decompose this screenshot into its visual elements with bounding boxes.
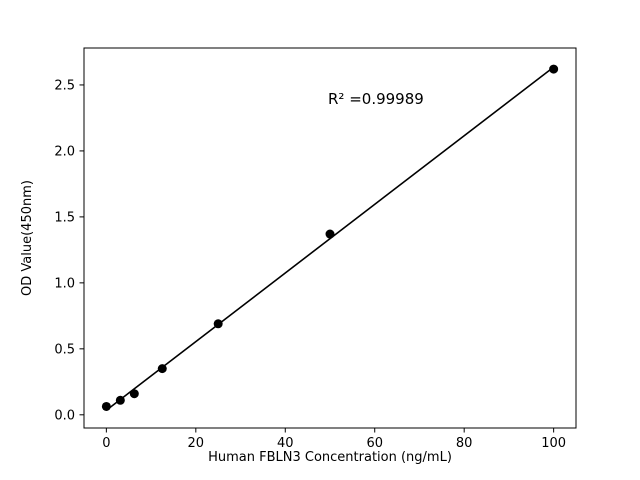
fit-line xyxy=(105,66,555,411)
x-tick-label: 100 xyxy=(541,436,566,451)
y-tick-label: 1.0 xyxy=(54,276,75,291)
x-axis-label: Human FBLN3 Concentration (ng/mL) xyxy=(208,450,452,465)
data-point xyxy=(213,319,223,329)
r-squared-annotation: R² =0.99989 xyxy=(328,90,424,108)
plot-border xyxy=(83,47,577,429)
data-point xyxy=(157,364,167,374)
x-tick-label: 0 xyxy=(102,436,110,451)
data-point xyxy=(549,64,559,74)
x-tick-label: 20 xyxy=(188,436,205,451)
y-tick-label: 2.5 xyxy=(54,78,75,93)
y-tick-label: 0.5 xyxy=(54,342,75,357)
data-point xyxy=(101,401,111,411)
data-point xyxy=(115,395,125,405)
data-point xyxy=(129,389,139,399)
y-tick-label: 0.0 xyxy=(54,408,75,423)
y-tick-label: 2.0 xyxy=(54,144,75,159)
y-axis-label: OD Value(450nm) xyxy=(20,180,35,296)
data-point xyxy=(325,229,335,239)
x-tick-label: 40 xyxy=(277,436,294,451)
y-tick-label: 1.5 xyxy=(54,210,75,225)
x-tick-label: 60 xyxy=(366,436,383,451)
x-tick-label: 80 xyxy=(456,436,473,451)
